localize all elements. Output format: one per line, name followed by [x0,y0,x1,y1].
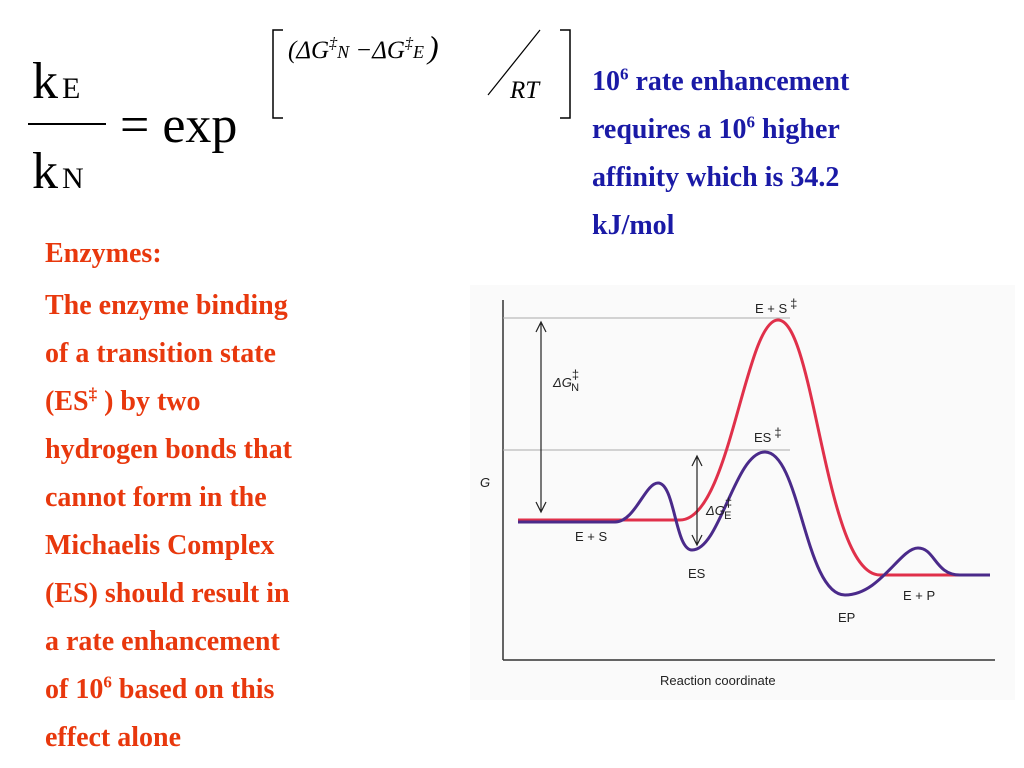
line: Michaelis Complex [45,530,275,561]
label: ΔG [705,503,725,518]
delta-g-e: ΔG‡ E [705,495,732,522]
text: kJ/mol [592,210,675,241]
diagram-background [470,285,1015,700]
line: The enzyme binding [45,290,288,321]
note: 106 rate enhancement requires a 106 high… [592,58,849,250]
line: cannot form in the [45,482,267,513]
exponent: (ΔG‡N −ΔG‡E) [288,29,439,65]
subscript: E [62,72,80,105]
subscript: E [412,42,424,62]
x-axis-label: Reaction coordinate [660,673,776,688]
line: effect alone [45,722,182,753]
catalyzed-curve [518,450,990,597]
line: based on this [111,674,275,705]
text: rate enhancement [628,66,850,97]
term: −ΔG [349,37,405,64]
superscript: 6 [103,672,112,692]
term: (ΔG [288,37,329,64]
state-label: ES [688,566,706,581]
text: requires a 10 [592,114,747,145]
brackets [272,29,571,119]
dagger: ‡ [572,367,579,382]
subscript: N [571,382,579,394]
body-text: Enzymes: The enzyme binding of a transit… [45,230,292,762]
state-label: EP [838,610,855,625]
label: ES [754,430,772,445]
term: ) [426,29,439,65]
text: 10 [592,66,620,97]
uncatalyzed-curve [518,318,990,577]
superscript: 6 [746,112,756,132]
arrow [535,320,547,514]
subscript: N [336,42,350,62]
state-label: E + S [575,529,607,544]
k: k [32,53,58,110]
dagger: ‡ [774,425,781,440]
k: k [32,143,58,200]
line: (ES) should result in [45,578,290,609]
arrow [691,454,703,547]
dagger: ‡ [405,35,414,52]
energy-diagram: G Reaction coordinate E + S ‡ ES ‡ ΔG‡ N ΔG… [470,285,1015,700]
slash [487,29,541,96]
dagger: ‡ [725,495,732,510]
superscript: ‡ [88,384,98,404]
label: ΔG [552,375,572,390]
line: of 10 [45,674,104,705]
line: hydrogen bonds that [45,434,292,465]
y-axis-label: G [480,475,490,490]
dagger: ‡ [329,35,338,52]
heading: Enzymes: [45,238,162,269]
line: (ES [45,386,89,417]
line: of a transition state [45,338,276,369]
denominator: RT [509,77,541,104]
text: higher [755,114,840,145]
text: affinity which is 34.2 [592,162,840,193]
label: E + S [755,301,787,316]
ts-label: E + S ‡ [755,296,797,316]
subscript: N [62,162,84,195]
ts-label: ES ‡ [754,425,782,445]
subscript: E [724,510,731,522]
line: a rate enhancement [45,626,280,657]
exp: = exp [120,97,237,154]
delta-g-n: ΔG‡ N [552,367,579,394]
line: ) by two [97,386,201,417]
superscript: 6 [620,64,629,84]
state-label: E + P [903,588,935,603]
dagger: ‡ [790,296,797,311]
